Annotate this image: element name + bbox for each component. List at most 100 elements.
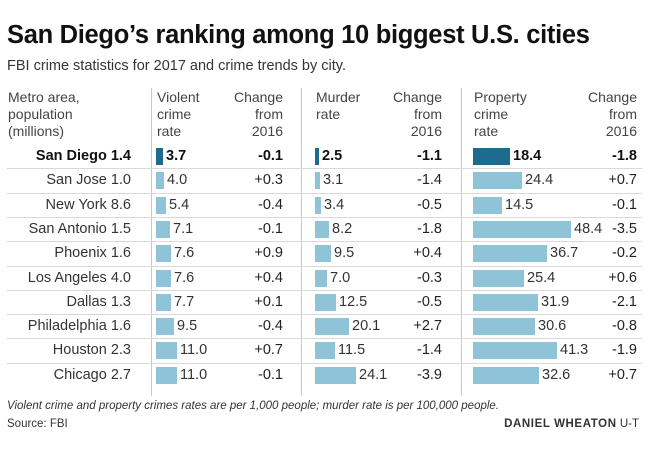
- property-change: -0.2: [612, 245, 637, 262]
- murder-bar: [315, 293, 336, 311]
- murder-bar: [315, 318, 349, 336]
- property-bar: [473, 148, 510, 165]
- credit-line: DANIEL WHEATON U-T: [504, 418, 639, 430]
- city-label: Phoenix 1.6: [54, 245, 131, 262]
- property-change: -3.5: [612, 220, 637, 237]
- violent-bar: [156, 196, 166, 214]
- property-value: 25.4: [527, 269, 556, 286]
- property-value: 31.9: [541, 293, 570, 310]
- murder-bar: [315, 148, 319, 165]
- property-change: -2.1: [612, 293, 637, 310]
- violent-value: 11.0: [180, 342, 208, 359]
- murder-bar: [315, 172, 320, 190]
- violent-change: -0.1: [258, 148, 283, 164]
- header-property-rate: Property crime rate: [474, 89, 527, 139]
- murder-change: -0.5: [417, 196, 442, 213]
- row-divider: [7, 265, 642, 267]
- murder-change: -3.9: [417, 366, 442, 383]
- murder-value: 7.0: [330, 269, 351, 286]
- murder-change: -1.8: [417, 220, 442, 237]
- footnote: Violent crime and property crimes rates …: [7, 400, 500, 412]
- property-value: 41.3: [560, 342, 589, 359]
- city-label: San Antonio 1.5: [28, 220, 131, 237]
- murder-change: +0.4: [413, 245, 442, 262]
- row-divider: [7, 338, 642, 340]
- property-bar: [473, 196, 502, 214]
- property-change: -1.8: [612, 148, 637, 164]
- header-murder-rate: Murder rate: [316, 89, 361, 122]
- violent-bar: [156, 342, 177, 360]
- violent-value: 3.7: [166, 148, 187, 164]
- murder-change: -1.4: [417, 172, 442, 189]
- city-label: New York 8.6: [45, 196, 131, 213]
- credit-name: DANIEL WHEATON: [504, 418, 617, 430]
- violent-bar: [156, 148, 163, 165]
- row-divider: [7, 362, 642, 364]
- property-value: 30.6: [538, 318, 567, 335]
- murder-change: -1.4: [417, 342, 442, 359]
- violent-change: +0.4: [254, 269, 283, 286]
- row-divider: [7, 192, 642, 194]
- violent-change: +0.7: [254, 342, 283, 359]
- violent-bar: [156, 318, 174, 336]
- violent-value: 7.7: [174, 293, 195, 310]
- property-value: 14.5: [505, 196, 534, 213]
- violent-value: 5.4: [169, 196, 190, 213]
- property-bar: [473, 220, 571, 238]
- murder-bar: [315, 196, 321, 214]
- property-bar: [473, 342, 557, 360]
- violent-change: +0.9: [254, 245, 283, 262]
- row-divider: [7, 241, 642, 243]
- violent-bar: [156, 245, 171, 263]
- property-bar: [473, 293, 538, 311]
- property-value: 32.6: [542, 366, 571, 383]
- row-divider: [7, 216, 642, 218]
- property-bar: [473, 366, 539, 384]
- credit-org: U-T: [619, 418, 639, 430]
- header-property-change: Change from 2016: [587, 89, 637, 139]
- violent-value: 9.5: [177, 318, 198, 335]
- murder-value: 12.5: [339, 293, 368, 310]
- violent-value: 7.6: [174, 269, 195, 286]
- murder-change: -0.3: [417, 269, 442, 286]
- property-bar: [473, 245, 547, 263]
- violent-change: -0.4: [258, 196, 283, 213]
- murder-bar: [315, 245, 331, 263]
- murder-change: -0.5: [417, 293, 442, 310]
- murder-value: 2.5: [322, 148, 343, 164]
- violent-change: -0.1: [258, 366, 283, 383]
- murder-value: 3.4: [324, 196, 345, 213]
- property-change: -1.9: [612, 342, 637, 359]
- murder-change: +2.7: [413, 318, 442, 335]
- violent-change: -0.4: [258, 318, 283, 335]
- property-change: -0.8: [612, 318, 637, 335]
- murder-value: 11.5: [338, 342, 366, 359]
- violent-change: +0.1: [254, 293, 283, 310]
- property-value: 48.4: [574, 220, 603, 237]
- property-bar: [473, 172, 522, 190]
- city-label: Dallas 1.3: [66, 293, 131, 310]
- property-change: +0.7: [608, 366, 637, 383]
- property-value: 24.4: [525, 172, 554, 189]
- city-label: Chicago 2.7: [53, 366, 131, 383]
- property-change: +0.7: [608, 172, 637, 189]
- murder-bar: [315, 220, 329, 238]
- murder-bar: [315, 269, 327, 287]
- violent-bar: [156, 366, 177, 384]
- violent-bar: [156, 172, 164, 190]
- violent-value: 7.1: [173, 220, 194, 237]
- violent-bar: [156, 220, 170, 238]
- header-violent-change: Change from 2016: [233, 89, 283, 139]
- murder-bar: [315, 342, 335, 360]
- chart-subtitle: FBI crime statistics for 2017 and crime …: [7, 58, 346, 74]
- violent-value: 7.6: [174, 245, 195, 262]
- header-violent-rate: Violent crime rate: [157, 89, 200, 139]
- property-change: +0.6: [608, 269, 637, 286]
- header-murder-change: Change from 2016: [392, 89, 442, 139]
- violent-change: -0.1: [258, 220, 283, 237]
- murder-value: 20.1: [352, 318, 381, 335]
- violent-bar: [156, 293, 171, 311]
- city-label: Los Angeles 4.0: [27, 269, 131, 286]
- city-label: Houston 2.3: [52, 342, 131, 359]
